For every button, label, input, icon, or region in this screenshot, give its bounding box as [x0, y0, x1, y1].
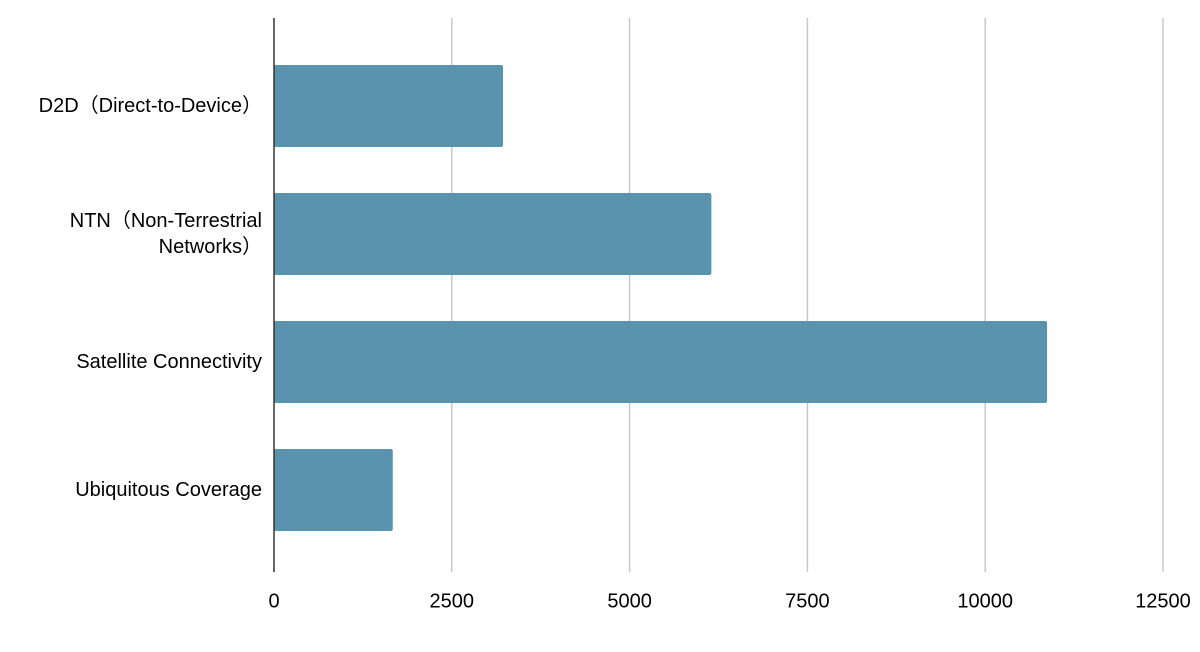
y-tick-label: Ubiquitous Coverage	[75, 479, 262, 501]
bar	[274, 65, 504, 147]
x-tick-label: 10000	[957, 590, 1013, 612]
x-tick-label: 0	[268, 590, 279, 612]
bar	[274, 449, 393, 531]
x-tick-label: 12500	[1135, 590, 1191, 612]
bar	[274, 193, 712, 275]
category-label-box: NTN（Non-Terrestrial Networks）	[69, 210, 262, 258]
category-label-box: Satellite Connectivity	[76, 351, 262, 373]
y-tick-label: D2D（Direct-to-Device）	[38, 95, 262, 117]
x-tick-label: 2500	[430, 590, 475, 612]
bar	[274, 321, 1048, 403]
y-tick-label: NTN（Non-Terrestrial Networks）	[69, 210, 262, 258]
category-label-box: Ubiquitous Coverage	[75, 479, 262, 501]
y-tick-label: Satellite Connectivity	[76, 351, 262, 373]
x-tick-label: 5000	[607, 590, 652, 612]
category-label-box: D2D（Direct-to-Device）	[38, 95, 262, 117]
x-tick-label: 7500	[785, 590, 830, 612]
